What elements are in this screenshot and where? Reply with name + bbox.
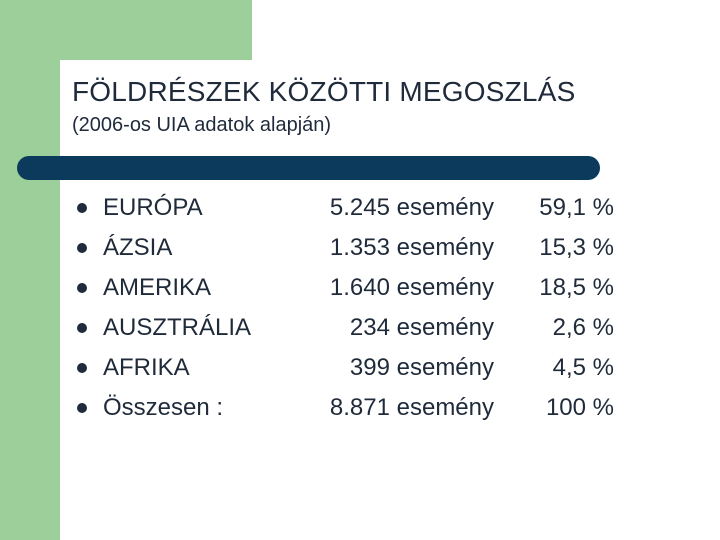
list-item-australia: AUSZTRÁLIA 234 esemény 2,6 % — [0, 308, 720, 348]
event-count: 1.640 esemény — [329, 274, 494, 301]
slide-subtitle: (2006-os UIA adatok alapján) — [72, 114, 332, 136]
event-percent: 4,5 % — [552, 354, 614, 381]
bullet-icon — [77, 203, 87, 213]
event-count: 1.353 esemény — [329, 234, 494, 261]
list-item-total: Összesen : 8.871 esemény 100 % — [0, 388, 720, 428]
distribution-list: EURÓPA 5.245 esemény 59,1 % ÁZSIA 1.353 … — [0, 188, 720, 428]
event-percent: 59,1 % — [539, 194, 614, 221]
region-name: AFRIKA — [103, 354, 190, 381]
accent-left-band — [0, 0, 60, 540]
event-percent: 2,6 % — [552, 314, 614, 341]
event-percent: 100 % — [545, 394, 614, 421]
title-divider — [17, 156, 600, 180]
slide-panel — [60, 60, 720, 540]
region-name: EURÓPA — [103, 194, 203, 221]
region-name: ÁZSIA — [103, 234, 173, 261]
event-count: 5.245 esemény — [329, 194, 494, 221]
list-item-asia: ÁZSIA 1.353 esemény 15,3 % — [0, 228, 720, 268]
region-name: AMERIKA — [103, 274, 212, 301]
bullet-icon — [77, 323, 87, 333]
list-item-america: AMERIKA 1.640 esemény 18,5 % — [0, 268, 720, 308]
bullet-icon — [77, 243, 87, 253]
bullet-icon — [77, 283, 87, 293]
accent-top-band — [0, 0, 252, 60]
bullet-icon — [77, 363, 87, 373]
event-count: 8.871 esemény — [329, 394, 494, 421]
slide-title: FÖLDRÉSZEK KÖZÖTTI MEGOSZLÁS — [72, 76, 576, 107]
event-count: 234 esemény — [349, 314, 494, 341]
event-count: 399 esemény — [349, 354, 494, 381]
bullet-icon — [77, 403, 87, 413]
event-percent: 18,5 % — [539, 274, 614, 301]
list-item-europe: EURÓPA 5.245 esemény 59,1 % — [0, 188, 720, 228]
region-name: AUSZTRÁLIA — [103, 314, 252, 341]
region-name: Összesen : — [103, 394, 224, 421]
event-percent: 15,3 % — [539, 234, 614, 261]
list-item-africa: AFRIKA 399 esemény 4,5 % — [0, 348, 720, 388]
